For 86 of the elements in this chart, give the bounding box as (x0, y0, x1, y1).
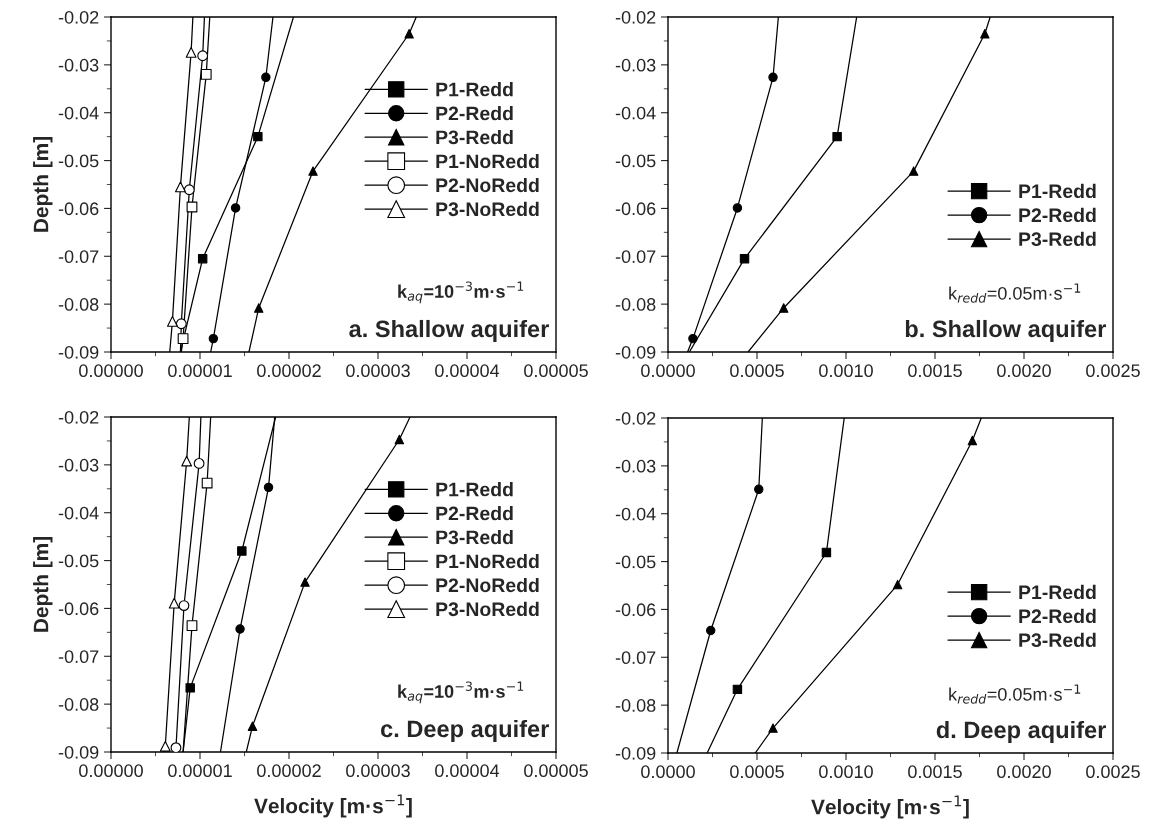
y-tick-label: -0.02 (615, 10, 656, 24)
annotation: a. Shallow aquifer (349, 319, 549, 342)
y-tick-label: -0.09 (615, 746, 656, 760)
y-tick-label: -0.06 (615, 603, 656, 617)
legend-label: P1-Redd (436, 82, 513, 97)
x-tick-label: 0.00002 (257, 764, 321, 778)
y-tick-label: -0.05 (58, 154, 99, 168)
annotation: k$_{aq}$=10$^{−3}$m·s$^{−1}$ (398, 281, 524, 304)
y-tick-label: -0.09 (58, 745, 99, 759)
x-tick-label: 0.00000 (79, 364, 143, 378)
y-tick-label: -0.02 (58, 410, 99, 424)
y-tick-label: -0.07 (58, 650, 99, 664)
legend-label: P1-NoRedd (436, 153, 539, 169)
y-tick-label: -0.03 (615, 58, 656, 72)
x-tick-label: 0.0000 (641, 765, 695, 779)
annotation: k$_{redd}$=0.05m·s$^{−1}$ (949, 283, 1081, 303)
y-tick-label: -0.06 (58, 202, 99, 216)
x-tick-label: 0.00004 (435, 764, 500, 778)
x-tick-label: 0.0000 (641, 364, 695, 378)
y-tick-label: -0.04 (615, 507, 656, 521)
x-tick-label: 0.0010 (819, 765, 873, 779)
y-tick-label: -0.07 (615, 651, 656, 665)
x-tick-label: 0.0020 (997, 765, 1051, 779)
x-tick-label: 0.0005 (730, 765, 784, 779)
y-tick-label: -0.02 (58, 10, 99, 24)
x-tick-label: 0.0010 (819, 364, 873, 378)
y-tick-label: -0.08 (58, 298, 99, 311)
y-axis-title: Depth [m] (33, 537, 53, 632)
x-tick-label: 0.00005 (524, 364, 588, 378)
x-tick-label: 0.00004 (435, 364, 500, 378)
annotation: c. Deep aquifer (380, 719, 549, 742)
x-tick-label: 0.0025 (1086, 765, 1140, 779)
y-tick-label: -0.03 (58, 58, 99, 72)
y-tick-label: -0.04 (58, 506, 99, 520)
x-axis-title: Velocity [m·s$^{−1}$] (254, 794, 412, 818)
x-tick-label: 0.00002 (257, 364, 321, 378)
legend-label: P2-Redd (436, 106, 513, 121)
y-tick-label: -0.05 (615, 154, 656, 168)
y-tick-label: -0.03 (58, 458, 99, 472)
x-tick-label: 0.0015 (908, 765, 962, 779)
x-tick-label: 0.0025 (1086, 364, 1140, 378)
y-tick-label: -0.04 (615, 106, 656, 120)
x-tick-label: 0.00003 (346, 364, 410, 378)
legend-label: P1-Redd (1019, 183, 1096, 199)
y-tick-label: -0.07 (615, 250, 656, 264)
x-axis-title: Velocity [m·s$^{−1}$] (811, 795, 969, 819)
legend-label: P1-Redd (1019, 584, 1096, 600)
x-tick-label: 0.00001 (168, 364, 232, 378)
legend-label: P2-Redd (1019, 207, 1096, 223)
legend-label: P3-Redd (1019, 632, 1096, 648)
y-tick-label: -0.08 (615, 699, 656, 712)
y-tick-label: -0.06 (58, 602, 99, 616)
legend-label: P1-Redd (436, 482, 513, 497)
legend-label: P2-NoRedd (436, 177, 539, 193)
legend-label: P2-NoRedd (436, 577, 539, 593)
annotation: d. Deep aquifer (936, 720, 1106, 743)
y-tick-label: -0.05 (58, 554, 99, 568)
x-tick-label: 0.0015 (908, 364, 962, 378)
x-tick-label: 0.00000 (79, 764, 143, 778)
legend-label: P3-Redd (1019, 231, 1096, 247)
y-tick-label: -0.03 (615, 459, 656, 473)
y-tick-label: -0.04 (58, 106, 99, 120)
legend-label: P3-Redd (436, 529, 513, 545)
annotation: k$_{redd}$=0.05m·s$^{−1}$ (949, 684, 1081, 704)
y-tick-label: -0.02 (615, 411, 656, 425)
legend-label: P3-NoRedd (436, 201, 539, 217)
y-tick-label: -0.08 (58, 698, 99, 711)
legend-label: P3-NoRedd (436, 601, 539, 617)
legend-label: P3-Redd (436, 129, 513, 145)
y-axis-title: Depth [m] (33, 137, 53, 232)
legend-label: P2-Redd (436, 506, 513, 521)
x-tick-label: 0.0020 (997, 364, 1051, 378)
y-tick-label: -0.09 (58, 345, 99, 359)
y-tick-label: -0.08 (615, 298, 656, 311)
y-tick-label: -0.09 (615, 345, 656, 359)
x-tick-label: 0.00003 (346, 764, 410, 778)
y-tick-label: -0.07 (58, 250, 99, 264)
legend-label: P1-NoRedd (436, 553, 539, 569)
annotation: b. Shallow aquifer (905, 319, 1106, 342)
y-tick-label: -0.06 (615, 202, 656, 216)
annotation: k$_{aq}$=10$^{−3}$m·s$^{−1}$ (398, 681, 524, 704)
legend-label: P2-Redd (1019, 608, 1096, 624)
x-tick-label: 0.00005 (524, 764, 588, 778)
x-tick-label: 0.00001 (168, 764, 232, 778)
y-tick-label: -0.05 (615, 555, 656, 569)
x-tick-label: 0.0005 (730, 364, 784, 378)
